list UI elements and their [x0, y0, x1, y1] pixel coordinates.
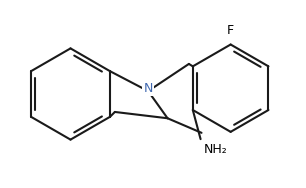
Text: F: F — [227, 24, 234, 37]
Text: N: N — [144, 82, 153, 95]
Text: NH₂: NH₂ — [203, 143, 227, 156]
